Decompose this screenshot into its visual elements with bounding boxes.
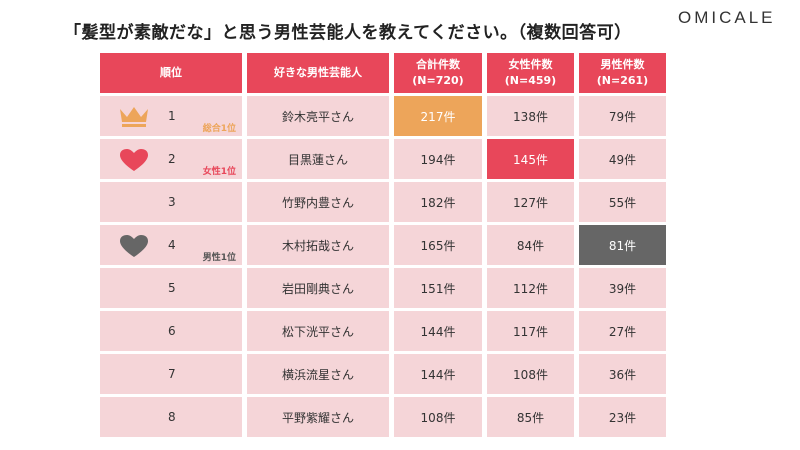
rank-badge: 女性1位 bbox=[202, 167, 236, 177]
name-cell: 木村拓哉さん bbox=[247, 225, 389, 265]
column-header: 合計件数 (N=720) bbox=[394, 53, 482, 93]
female-cell: 138件 bbox=[487, 96, 574, 136]
rank-number: 5 bbox=[168, 281, 176, 295]
rank-number: 8 bbox=[168, 410, 176, 424]
total-cell: 165件 bbox=[394, 225, 482, 265]
female-cell: 108件 bbox=[487, 354, 574, 394]
male-cell: 27件 bbox=[579, 311, 666, 351]
male-cell: 79件 bbox=[579, 96, 666, 136]
name-cell: 鈴木亮平さん bbox=[247, 96, 389, 136]
page-title: 「髪型が素敵だな」と思う男性芸能人を教えてください。（複数回答可） bbox=[64, 23, 632, 43]
rank-number: 7 bbox=[168, 367, 176, 381]
female-cell: 117件 bbox=[487, 311, 574, 351]
total-cell: 217件 bbox=[394, 96, 482, 136]
total-cell: 108件 bbox=[394, 397, 482, 437]
male-cell: 39件 bbox=[579, 268, 666, 308]
name-cell: 松下洸平さん bbox=[247, 311, 389, 351]
rank-cell: 2 女性1位 bbox=[100, 139, 242, 179]
rank-number: 2 bbox=[168, 152, 176, 166]
rank-cell: 1 総合1位 bbox=[100, 96, 242, 136]
rank-number: 3 bbox=[168, 195, 176, 209]
male-cell: 36件 bbox=[579, 354, 666, 394]
female-cell: 112件 bbox=[487, 268, 574, 308]
rank-cell: 7 bbox=[100, 354, 242, 394]
rank-number: 4 bbox=[168, 238, 176, 252]
heart-icon bbox=[118, 148, 150, 172]
male-cell: 23件 bbox=[579, 397, 666, 437]
ranking-table: 順位 好きな男性芸能人 合計件数 (N=720) 女性件数 (N=459) 男性件数 (N=2… bbox=[100, 53, 666, 437]
name-cell: 平野紫耀さん bbox=[247, 397, 389, 437]
total-cell: 144件 bbox=[394, 311, 482, 351]
male-cell: 81件 bbox=[579, 225, 666, 265]
rank-cell: 3 bbox=[100, 182, 242, 222]
rank-number: 1 bbox=[168, 109, 176, 123]
female-cell: 127件 bbox=[487, 182, 574, 222]
rank-cell: 5 bbox=[100, 268, 242, 308]
total-cell: 182件 bbox=[394, 182, 482, 222]
column-header: 順位 bbox=[100, 53, 242, 93]
total-cell: 144件 bbox=[394, 354, 482, 394]
name-cell: 横浜流星さん bbox=[247, 354, 389, 394]
column-header: 女性件数 (N=459) bbox=[487, 53, 574, 93]
total-cell: 151件 bbox=[394, 268, 482, 308]
rank-cell: 6 bbox=[100, 311, 242, 351]
omicale-logo: OMICALE bbox=[678, 8, 776, 27]
total-cell: 194件 bbox=[394, 139, 482, 179]
name-cell: 目黒蓮さん bbox=[247, 139, 389, 179]
female-cell: 145件 bbox=[487, 139, 574, 179]
rank-cell: 8 bbox=[100, 397, 242, 437]
column-header: 男性件数 (N=261) bbox=[579, 53, 666, 93]
male-cell: 49件 bbox=[579, 139, 666, 179]
rank-cell: 4 男性1位 bbox=[100, 225, 242, 265]
rank-badge: 男性1位 bbox=[202, 253, 236, 263]
female-cell: 84件 bbox=[487, 225, 574, 265]
male-cell: 55件 bbox=[579, 182, 666, 222]
rank-number: 6 bbox=[168, 324, 176, 338]
crown-icon bbox=[118, 105, 150, 129]
heart-icon bbox=[118, 234, 150, 258]
name-cell: 竹野内豊さん bbox=[247, 182, 389, 222]
column-header: 好きな男性芸能人 bbox=[247, 53, 389, 93]
rank-badge: 総合1位 bbox=[202, 124, 236, 134]
female-cell: 85件 bbox=[487, 397, 574, 437]
name-cell: 岩田剛典さん bbox=[247, 268, 389, 308]
